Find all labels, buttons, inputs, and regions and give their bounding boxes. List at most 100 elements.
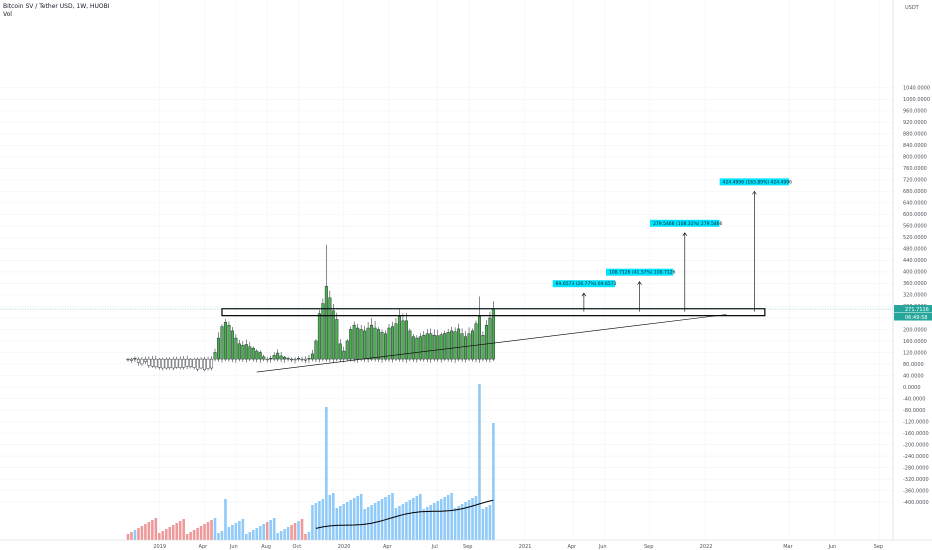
volume-bar: [464, 502, 467, 540]
volume-bar: [412, 498, 415, 540]
candle-body: [140, 358, 144, 365]
y-tick-label: 840.0000: [903, 143, 927, 149]
candle-body: [356, 327, 360, 360]
candle-body: [443, 333, 447, 360]
volume-bar: [151, 520, 154, 540]
candle-body: [244, 344, 248, 360]
volume-bar: [419, 494, 422, 540]
candle-body: [328, 297, 332, 360]
volume-bar: [338, 506, 342, 540]
volume-bar: [290, 525, 293, 540]
volume-bar: [471, 498, 474, 540]
candle-body: [220, 326, 224, 360]
candle-body: [390, 326, 394, 360]
x-tick-label: Oct: [293, 544, 302, 550]
candle-body: [488, 317, 492, 360]
candle-body: [303, 358, 307, 361]
candle-body: [310, 353, 314, 360]
volume-bar: [171, 525, 175, 540]
x-tick-label: 2021: [519, 544, 532, 550]
candle-body: [314, 340, 318, 360]
volume-bar: [265, 522, 269, 540]
volume-bar: [401, 504, 405, 540]
grid: [0, 0, 893, 540]
volume-bar: [352, 498, 356, 540]
target-label: 69.6573 (26.77%) 69.6573: [556, 281, 617, 287]
volume-bar: [297, 521, 300, 540]
volume-bar: [286, 527, 290, 540]
candle-body: [404, 320, 408, 360]
y-tick-label: 80.0000: [903, 362, 924, 368]
y-tick-label: 560.0000: [903, 224, 927, 230]
candle-body: [269, 358, 273, 360]
target-label-box: [650, 219, 720, 227]
y-tick-label: -80.0000: [903, 408, 925, 414]
support-trendline: [256, 314, 727, 373]
candle-body: [286, 358, 290, 360]
candle-body: [203, 358, 207, 370]
x-tick-label: Mar: [783, 544, 793, 550]
candle-body: [439, 334, 443, 360]
target-arrow-head: [581, 292, 587, 297]
volume-bar: [429, 505, 433, 540]
y-tick-label: 1000.0000: [903, 97, 930, 103]
volume-bar: [158, 533, 161, 540]
volume-bar: [384, 497, 387, 540]
candle-body: [248, 346, 252, 360]
candle-body: [411, 336, 415, 360]
volume-bar: [422, 509, 426, 540]
volume-bar: [425, 507, 429, 540]
candle-body: [262, 356, 266, 360]
x-tick-label: 2019: [153, 544, 166, 550]
x-tick-label: Apr: [199, 544, 209, 550]
volume-bar: [335, 508, 339, 540]
target-arrow-head: [752, 190, 757, 195]
volume-bar: [398, 506, 401, 540]
y-tick-label: 120.0000: [903, 350, 927, 356]
volume-bar: [213, 518, 217, 540]
candle-body: [429, 333, 433, 360]
y-tick-label: -360.0000: [903, 488, 929, 494]
y-tick-label: 40.0000: [903, 373, 924, 379]
target-label: 424.4996 (163.89%) 424.4996: [723, 179, 792, 185]
candle-body: [477, 316, 481, 360]
volume-bar: [185, 534, 189, 540]
volume-bar: [293, 523, 297, 540]
candle-body: [457, 328, 461, 360]
candle-body: [283, 356, 287, 360]
candle-body: [185, 358, 189, 367]
candle-body: [227, 324, 231, 360]
volume-bar: [443, 497, 446, 540]
y-tick-label: 0.0000: [903, 385, 921, 391]
x-tick-label: Jun: [598, 544, 607, 550]
countdown-label: 06:49:58: [905, 315, 927, 321]
countdown-badge: [894, 313, 932, 321]
target-label-box: [552, 280, 616, 288]
volume-bar: [304, 534, 307, 540]
candle-body: [290, 358, 294, 361]
volume-bar: [196, 528, 199, 540]
candle-body: [359, 329, 363, 360]
candle-body: [331, 310, 335, 360]
volume-bar: [227, 527, 231, 540]
volume-bar: [168, 527, 172, 540]
target-label-box: [719, 178, 790, 186]
volume-bar: [377, 501, 380, 540]
volume-bar: [154, 518, 158, 540]
candle-body: [446, 332, 450, 360]
y-tick-label: 160.0000: [903, 339, 927, 345]
volume-bar: [307, 532, 311, 540]
volume-bar: [325, 407, 328, 540]
candle-body: [363, 330, 367, 360]
candle-body: [377, 329, 381, 360]
candle-body: [349, 329, 353, 360]
volume-bar: [481, 509, 485, 540]
candle-body: [143, 358, 147, 362]
candle-body: [150, 358, 154, 367]
y-tick-label: 440.0000: [903, 258, 927, 264]
candle-body: [133, 358, 137, 360]
volume-bar: [189, 532, 192, 540]
volume-bar: [137, 528, 140, 540]
candle-body: [168, 358, 172, 368]
